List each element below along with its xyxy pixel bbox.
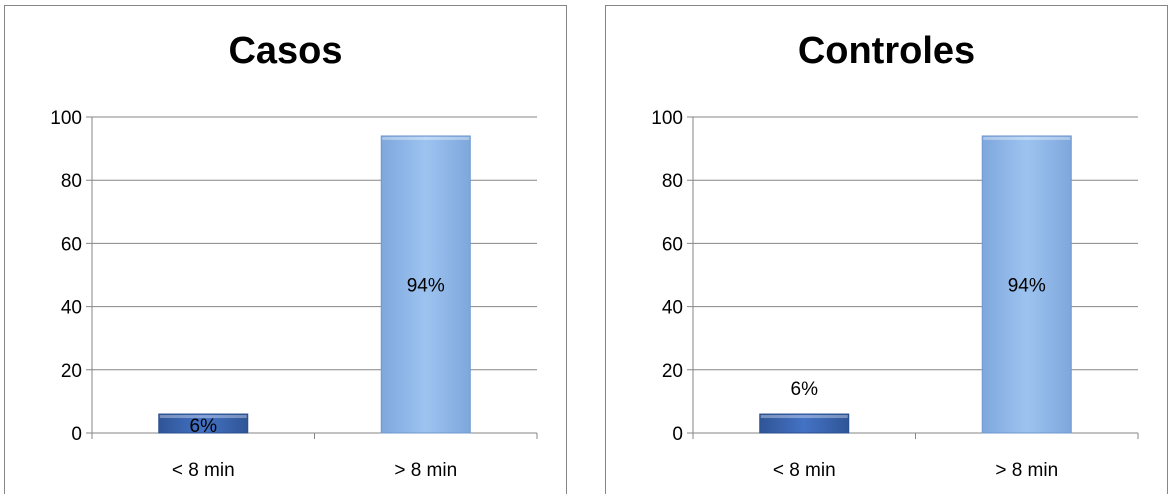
bar-gt-8-min [380, 135, 471, 434]
bar-lt-8-min [759, 413, 850, 434]
bar-highlight [983, 136, 1071, 140]
chart-controles: Controles 0 20 40 60 80 100 6% < 8 min 94% > 8 mi… [605, 5, 1168, 494]
y-tick-label: 100 [651, 108, 683, 129]
chart-title: Casos [228, 30, 343, 72]
bar-highlight [760, 415, 848, 419]
data-label: 6% [791, 379, 819, 400]
data-label: 94% [407, 275, 445, 296]
y-tick-label: 20 [61, 361, 82, 382]
data-label: 94% [1008, 275, 1046, 296]
y-tick-label: 80 [662, 171, 683, 192]
y-tick-label: 80 [61, 171, 82, 192]
bar-highlight [382, 136, 470, 140]
bar-lt-8-min [158, 413, 249, 434]
bar-chart-plot: 0 20 40 60 80 100 6% < 8 min 94% > 8 min [50, 108, 538, 481]
y-tick-label: 60 [61, 234, 82, 255]
data-label: 6% [190, 416, 218, 437]
y-tick-label: 100 [50, 108, 82, 129]
bar-chart-plot: 0 20 40 60 80 100 6% < 8 min 94% > 8 min [651, 108, 1139, 481]
chart-title: Controles [797, 30, 976, 72]
bar-highlight [159, 415, 247, 419]
bar-gt-8-min [981, 135, 1072, 434]
y-tick-label: 0 [672, 424, 683, 445]
y-tick-label: 0 [71, 424, 82, 445]
y-tick-label: 20 [662, 361, 683, 382]
x-tick-label: > 8 min [394, 460, 457, 481]
x-tick-label: > 8 min [995, 460, 1058, 481]
x-tick-label: < 8 min [172, 460, 235, 481]
x-tick-label: < 8 min [773, 460, 836, 481]
y-tick-label: 60 [662, 234, 683, 255]
chart-casos: Casos 0 20 40 60 80 100 6% < 8 min 94% > 8 min [4, 5, 567, 494]
y-tick-label: 40 [61, 298, 82, 319]
y-tick-label: 40 [662, 298, 683, 319]
